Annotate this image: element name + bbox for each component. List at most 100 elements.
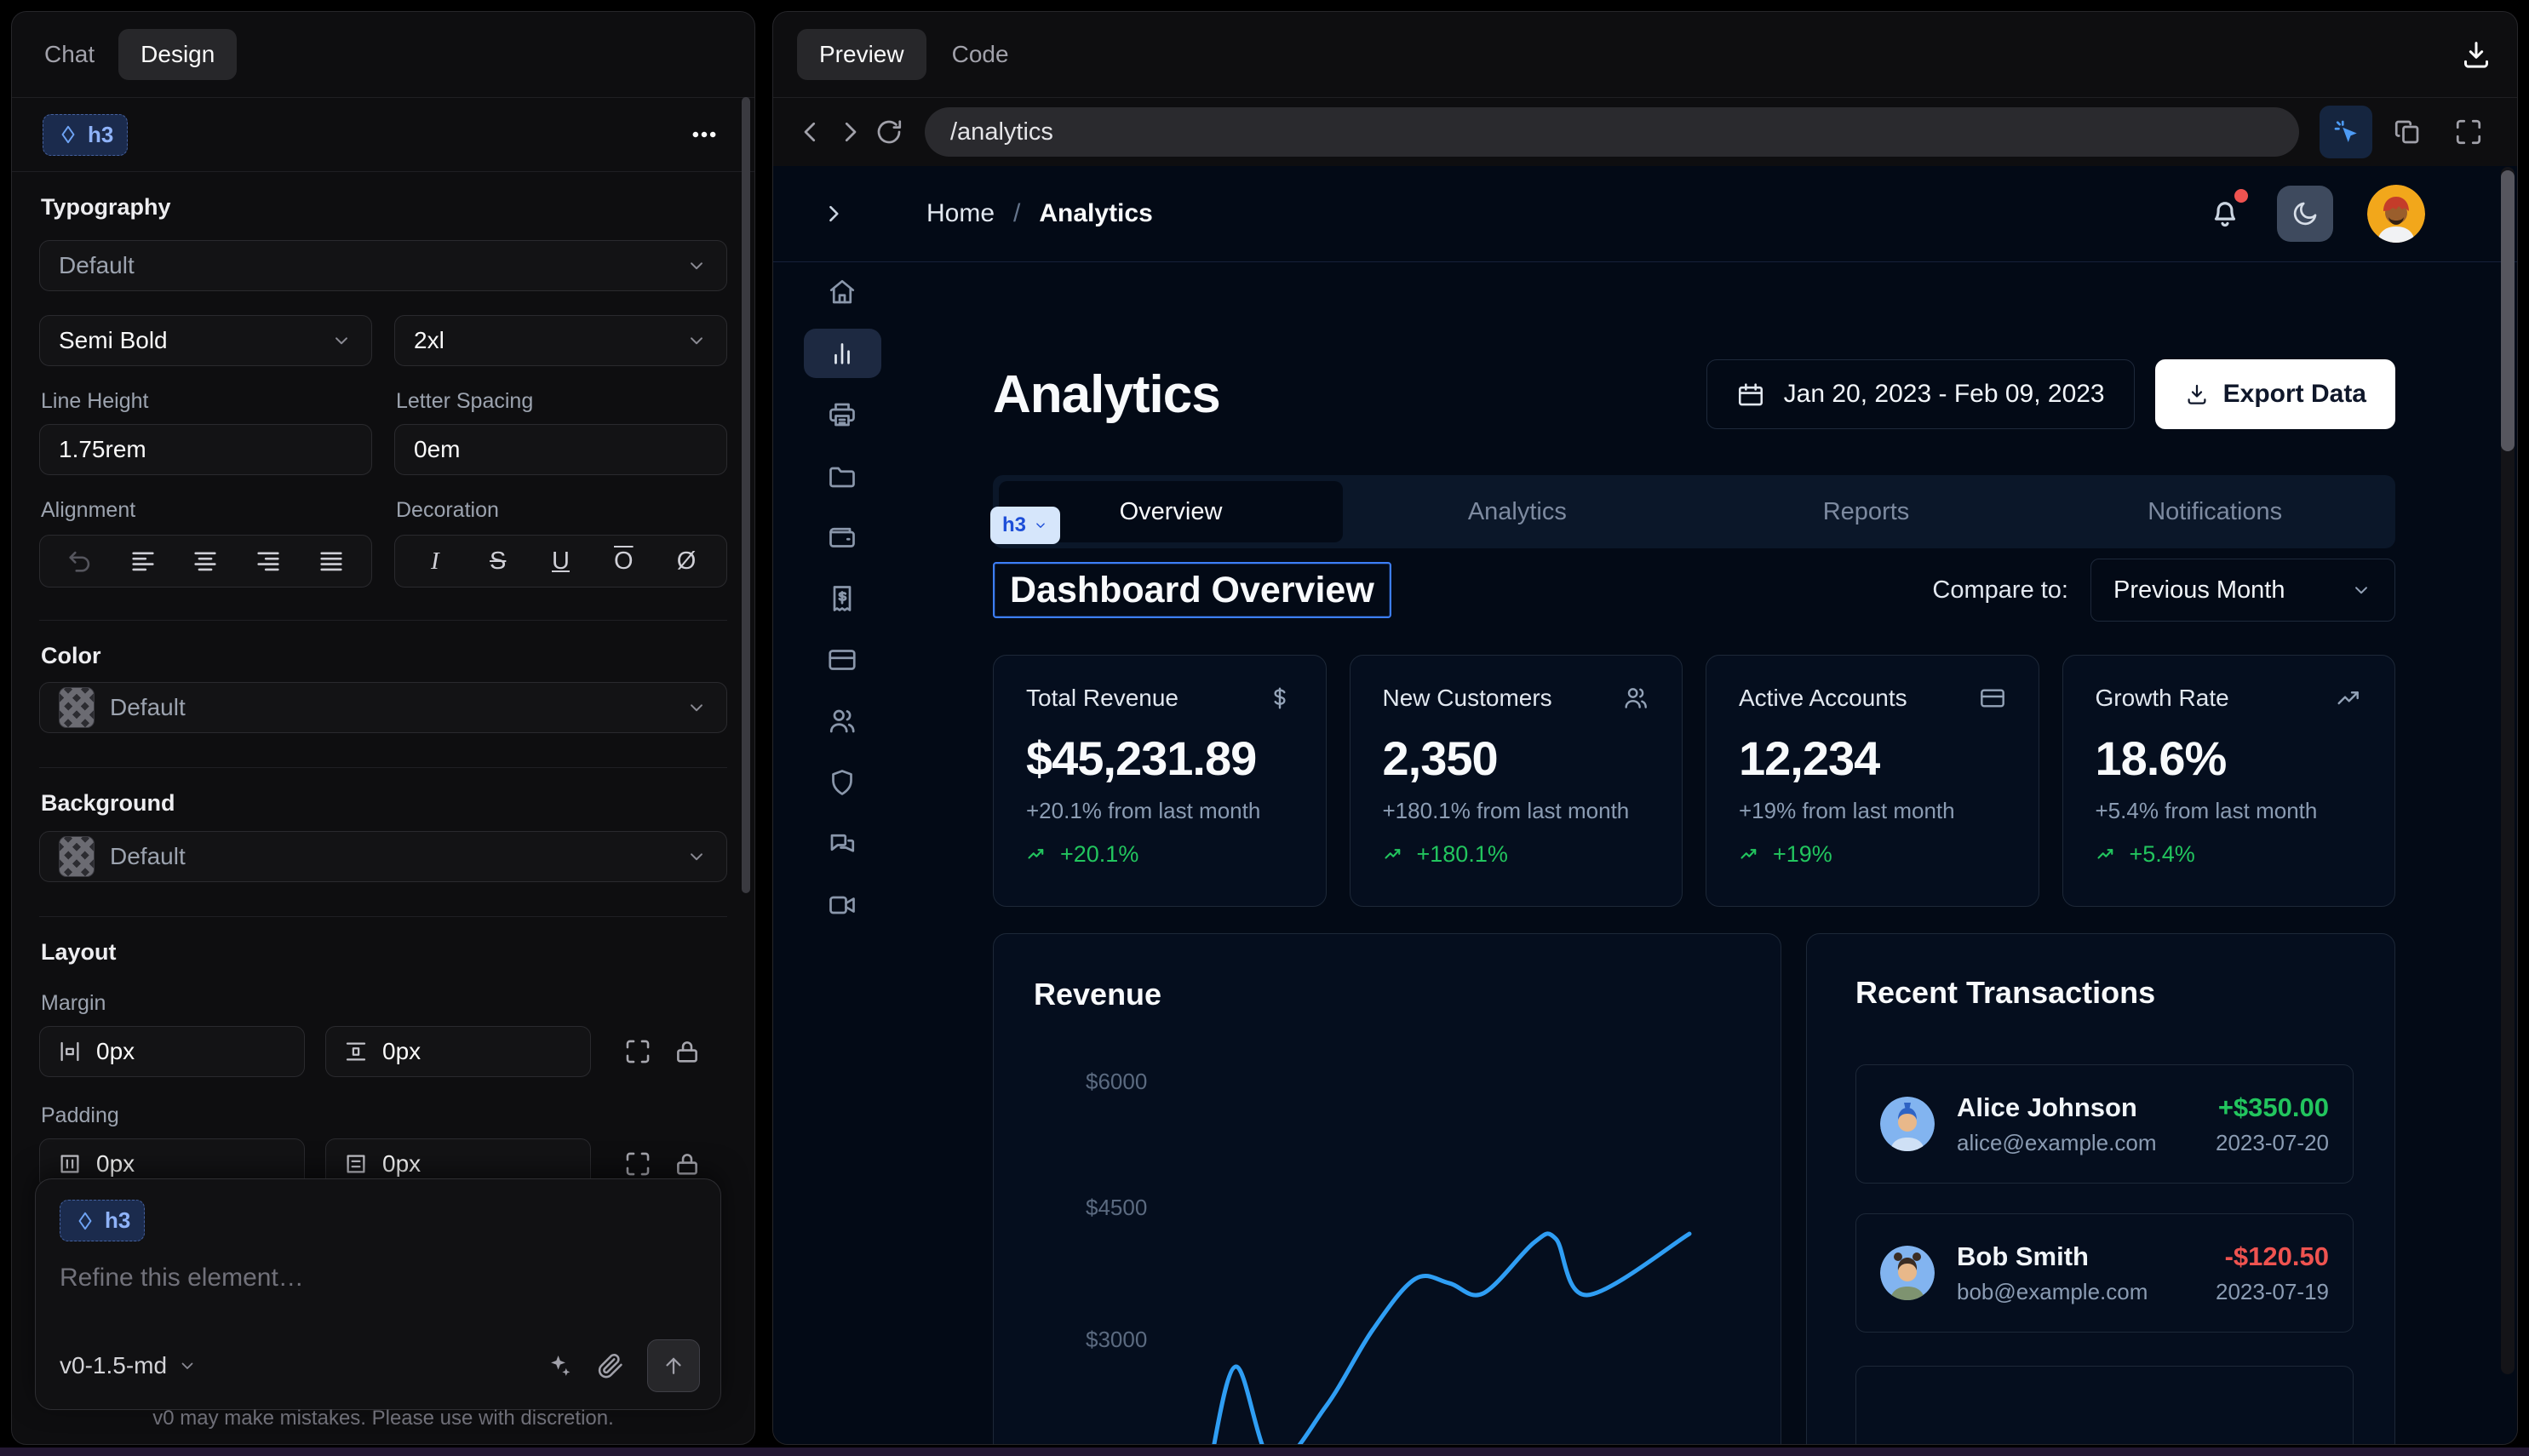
fullscreen-icon bbox=[2453, 117, 2484, 147]
dollar-icon bbox=[1266, 685, 1293, 712]
send-button[interactable] bbox=[647, 1339, 700, 1392]
tab-design[interactable]: Design bbox=[118, 29, 237, 80]
notifications-button[interactable] bbox=[2207, 196, 2243, 232]
tab-reports[interactable]: Reports bbox=[1692, 498, 2041, 526]
tab-preview[interactable]: Preview bbox=[797, 29, 926, 80]
tab-analytics[interactable]: Analytics bbox=[1343, 498, 1692, 526]
sidebar-item-folder[interactable] bbox=[773, 445, 911, 507]
chat-context-chip[interactable]: h3 bbox=[60, 1200, 145, 1241]
user-avatar[interactable] bbox=[2367, 185, 2425, 243]
background-section-title: Background bbox=[41, 787, 727, 819]
more-options-button[interactable] bbox=[685, 115, 724, 154]
sidebar-item-wallet[interactable] bbox=[773, 507, 911, 568]
back-button[interactable] bbox=[795, 117, 826, 147]
stat-cards: Total Revenue $45,231.89 +20.1% from las… bbox=[993, 655, 2395, 907]
model-select[interactable]: v0-1.5-md bbox=[60, 1352, 198, 1379]
preview-scrollbar[interactable] bbox=[2501, 170, 2515, 451]
breadcrumb-home[interactable]: Home bbox=[926, 199, 995, 228]
sidebar-item-shield[interactable] bbox=[773, 752, 911, 813]
y-tick: $4500 bbox=[1086, 1195, 1147, 1221]
margin-y-input[interactable]: 0px bbox=[325, 1026, 591, 1077]
lock-padding-icon[interactable] bbox=[673, 1149, 702, 1178]
no-decoration-button[interactable]: Ø bbox=[672, 547, 701, 576]
line-height-label: Line Height bbox=[41, 388, 372, 414]
expand-margin-icon[interactable] bbox=[623, 1037, 652, 1066]
compare-select[interactable]: Previous Month bbox=[2090, 559, 2395, 622]
background-select[interactable]: Default bbox=[39, 831, 727, 882]
align-center-icon[interactable] bbox=[191, 547, 220, 576]
letter-spacing-label: Letter Spacing bbox=[396, 388, 727, 414]
sidebar-toggle-icon[interactable] bbox=[819, 199, 848, 228]
align-left-icon[interactable] bbox=[129, 547, 158, 576]
app-topbar: Home / Analytics bbox=[773, 166, 2517, 262]
trend-up-icon bbox=[1739, 843, 1763, 867]
trend-up-icon bbox=[1026, 843, 1050, 867]
chevron-down-icon bbox=[685, 696, 708, 719]
lock-margin-icon[interactable] bbox=[673, 1037, 702, 1066]
design-panel-scrollbar[interactable] bbox=[742, 97, 750, 893]
export-data-button[interactable]: Export Data bbox=[2155, 359, 2395, 429]
chat-input[interactable]: Refine this element… bbox=[60, 1264, 697, 1293]
sidebar-item-printer[interactable] bbox=[773, 384, 911, 445]
overline-button[interactable]: O bbox=[609, 547, 638, 576]
letter-spacing-input[interactable]: 0em bbox=[394, 424, 727, 475]
align-right-icon[interactable] bbox=[254, 547, 283, 576]
duplicate-window-button[interactable] bbox=[2381, 106, 2434, 158]
download-button[interactable] bbox=[2459, 37, 2493, 72]
tab-chat[interactable]: Chat bbox=[44, 41, 95, 68]
sidebar-item-bar-chart[interactable] bbox=[773, 323, 911, 384]
sidebar-item-receipt[interactable] bbox=[773, 568, 911, 629]
stat-card-new-customers: New Customers 2,350 +180.1% from last mo… bbox=[1350, 655, 1683, 907]
sparkles-icon[interactable] bbox=[545, 1351, 574, 1380]
trend-up-icon bbox=[2096, 843, 2119, 867]
alignment-group bbox=[39, 535, 372, 588]
page-title: Analytics bbox=[993, 364, 1220, 425]
transaction-row[interactable]: Bob Smith bob@example.com -$120.50 2023-… bbox=[1855, 1213, 2354, 1333]
tab-code[interactable]: Code bbox=[952, 41, 1009, 68]
arrow-up-icon bbox=[661, 1353, 686, 1379]
align-justify-icon[interactable] bbox=[317, 547, 346, 576]
color-select[interactable]: Default bbox=[39, 682, 727, 733]
sidebar-item-home[interactable] bbox=[773, 261, 911, 323]
forward-button[interactable] bbox=[834, 117, 865, 147]
attachment-icon[interactable] bbox=[596, 1351, 625, 1380]
url-input[interactable]: /analytics bbox=[925, 107, 2299, 157]
transaction-row[interactable]: Alice Johnson alice@example.com +$350.00… bbox=[1855, 1064, 2354, 1184]
line-height-input[interactable]: 1.75rem bbox=[39, 424, 372, 475]
margin-x-input[interactable]: 0px bbox=[39, 1026, 305, 1077]
selected-element-chip[interactable]: h3 bbox=[43, 114, 128, 156]
theme-toggle-button[interactable] bbox=[2277, 186, 2333, 242]
font-size-select[interactable]: 2xl bbox=[394, 315, 727, 366]
sidebar-item-users[interactable] bbox=[773, 691, 911, 752]
refresh-button[interactable] bbox=[874, 117, 904, 147]
wallet-icon bbox=[827, 522, 857, 553]
element-tag-chip[interactable]: h3 bbox=[990, 507, 1060, 544]
inspect-mode-button[interactable] bbox=[2320, 106, 2372, 158]
selected-heading[interactable]: Dashboard Overview bbox=[993, 562, 1391, 618]
strikethrough-button[interactable]: S bbox=[484, 547, 513, 576]
typography-section-title: Typography bbox=[41, 191, 727, 223]
fullscreen-button[interactable] bbox=[2442, 106, 2495, 158]
font-family-select[interactable]: Default bbox=[39, 240, 727, 291]
decoration-label: Decoration bbox=[396, 497, 727, 523]
padding-vertical-icon bbox=[343, 1151, 369, 1177]
printer-icon bbox=[827, 399, 857, 430]
moon-icon bbox=[2290, 198, 2320, 229]
sidebar-item-video[interactable] bbox=[773, 874, 911, 936]
transactions-title: Recent Transactions bbox=[1855, 975, 2155, 1011]
selected-element-label: h3 bbox=[88, 122, 113, 148]
underline-button[interactable]: U bbox=[546, 547, 575, 576]
rendered-app: Home / Analytics bbox=[773, 166, 2517, 1445]
reset-alignment-icon[interactable] bbox=[66, 547, 95, 576]
sidebar-item-messages[interactable] bbox=[773, 813, 911, 874]
sidebar-item-credit-card[interactable] bbox=[773, 629, 911, 691]
breadcrumb-separator: / bbox=[1013, 199, 1020, 228]
tab-notifications[interactable]: Notifications bbox=[2040, 498, 2389, 526]
transaction-row[interactable] bbox=[1855, 1366, 2354, 1445]
italic-button[interactable]: I bbox=[421, 547, 450, 576]
app-sidebar bbox=[773, 261, 911, 936]
font-weight-select[interactable]: Semi Bold bbox=[39, 315, 372, 366]
date-range-picker[interactable]: Jan 20, 2023 - Feb 09, 2023 bbox=[1706, 359, 2135, 429]
expand-padding-icon[interactable] bbox=[623, 1149, 652, 1178]
notification-dot bbox=[2234, 189, 2248, 203]
